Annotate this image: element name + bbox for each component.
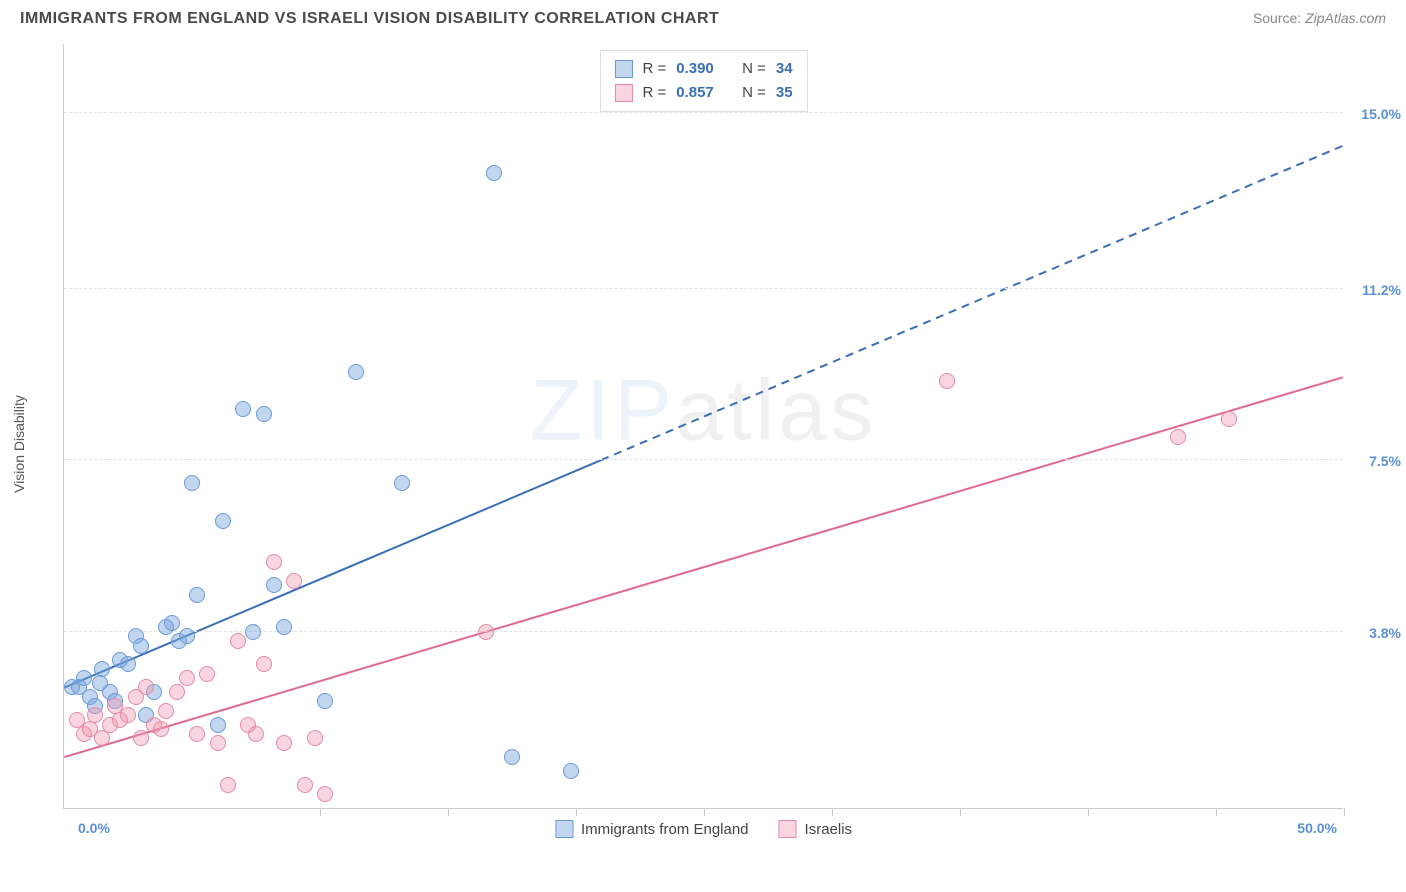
- data-point-england: [179, 628, 195, 644]
- data-point-england: [76, 670, 92, 686]
- y-tick-label: 15.0%: [1351, 106, 1401, 122]
- data-point-israelis: [120, 707, 136, 723]
- x-tick: [960, 808, 961, 816]
- data-point-england: [563, 763, 579, 779]
- data-point-israelis: [87, 707, 103, 723]
- x-max-label: 50.0%: [1297, 820, 1337, 836]
- gridline: [64, 459, 1343, 460]
- r-label: R =: [642, 57, 666, 81]
- r-label: R =: [642, 81, 666, 105]
- data-point-england: [120, 656, 136, 672]
- data-point-israelis: [307, 730, 323, 746]
- data-point-israelis: [256, 656, 272, 672]
- data-point-israelis: [266, 554, 282, 570]
- data-point-israelis: [317, 786, 333, 802]
- data-point-england: [348, 364, 364, 380]
- data-point-england: [133, 638, 149, 654]
- y-axis-label: Vision Disability: [11, 395, 27, 493]
- y-tick-label: 3.8%: [1351, 625, 1401, 641]
- gridline: [64, 288, 1343, 289]
- x-tick: [1088, 808, 1089, 816]
- n-value-england: 34: [776, 57, 793, 81]
- n-label: N =: [742, 81, 766, 105]
- data-point-israelis: [199, 666, 215, 682]
- data-point-israelis: [179, 670, 195, 686]
- data-point-israelis: [248, 726, 264, 742]
- page-title: IMMIGRANTS FROM ENGLAND VS ISRAELI VISIO…: [20, 10, 719, 28]
- x-tick: [832, 808, 833, 816]
- trend-lines: [64, 44, 1343, 808]
- r-value-england: 0.390: [676, 57, 714, 81]
- data-point-israelis: [153, 721, 169, 737]
- x-tick: [1344, 808, 1345, 816]
- swatch-israelis: [614, 84, 632, 102]
- data-point-england: [266, 577, 282, 593]
- data-point-israelis: [138, 679, 154, 695]
- legend-row-england: R = 0.390 N = 34: [614, 57, 792, 81]
- source-name: ZipAtlas.com: [1305, 10, 1386, 26]
- data-point-england: [504, 749, 520, 765]
- n-value-israelis: 35: [776, 81, 793, 105]
- data-point-israelis: [276, 735, 292, 751]
- data-point-israelis: [286, 573, 302, 589]
- legend-item-england: Immigrants from England: [555, 820, 749, 838]
- x-tick: [1216, 808, 1217, 816]
- watermark-atlas: atlas: [676, 362, 878, 458]
- x-tick: [704, 808, 705, 816]
- data-point-england: [184, 475, 200, 491]
- swatch-israelis-icon: [779, 820, 797, 838]
- x-tick: [320, 808, 321, 816]
- data-point-england: [235, 401, 251, 417]
- swatch-england-icon: [555, 820, 573, 838]
- data-point-israelis: [94, 730, 110, 746]
- scatter-plot: ZIPatlas R = 0.390 N = 34 R = 0.857 N = …: [63, 44, 1343, 809]
- data-point-england: [215, 513, 231, 529]
- data-point-england: [317, 693, 333, 709]
- x-tick: [448, 808, 449, 816]
- series-legend: Immigrants from England Israelis: [555, 820, 852, 838]
- source-credit: Source: ZipAtlas.com: [1253, 10, 1386, 26]
- legend-label-england: Immigrants from England: [581, 821, 749, 838]
- x-tick: [576, 808, 577, 816]
- correlation-legend: R = 0.390 N = 34 R = 0.857 N = 35: [599, 50, 807, 112]
- data-point-israelis: [169, 684, 185, 700]
- data-point-england: [94, 661, 110, 677]
- legend-row-israelis: R = 0.857 N = 35: [614, 81, 792, 105]
- data-point-israelis: [158, 703, 174, 719]
- data-point-israelis: [478, 624, 494, 640]
- chart-container: Vision Disability ZIPatlas R = 0.390 N =…: [45, 44, 1385, 844]
- data-point-israelis: [133, 730, 149, 746]
- data-point-england: [276, 619, 292, 635]
- data-point-israelis: [939, 373, 955, 389]
- y-tick-label: 11.2%: [1351, 282, 1401, 298]
- legend-label-israelis: Israelis: [805, 821, 853, 838]
- r-value-israelis: 0.857: [676, 81, 714, 105]
- data-point-england: [189, 587, 205, 603]
- watermark-zip: ZIP: [530, 362, 676, 458]
- data-point-israelis: [1221, 411, 1237, 427]
- data-point-england: [164, 615, 180, 631]
- data-point-israelis: [189, 726, 205, 742]
- legend-item-israelis: Israelis: [779, 820, 853, 838]
- data-point-england: [486, 165, 502, 181]
- source-prefix: Source:: [1253, 10, 1305, 26]
- swatch-england: [614, 60, 632, 78]
- data-point-england: [245, 624, 261, 640]
- watermark: ZIPatlas: [530, 361, 877, 460]
- n-label: N =: [742, 57, 766, 81]
- data-point-england: [256, 406, 272, 422]
- data-point-england: [210, 717, 226, 733]
- data-point-israelis: [297, 777, 313, 793]
- data-point-israelis: [1170, 429, 1186, 445]
- data-point-england: [394, 475, 410, 491]
- y-tick-label: 7.5%: [1351, 453, 1401, 469]
- data-point-israelis: [230, 633, 246, 649]
- x-min-label: 0.0%: [78, 820, 110, 836]
- data-point-israelis: [220, 777, 236, 793]
- data-point-israelis: [210, 735, 226, 751]
